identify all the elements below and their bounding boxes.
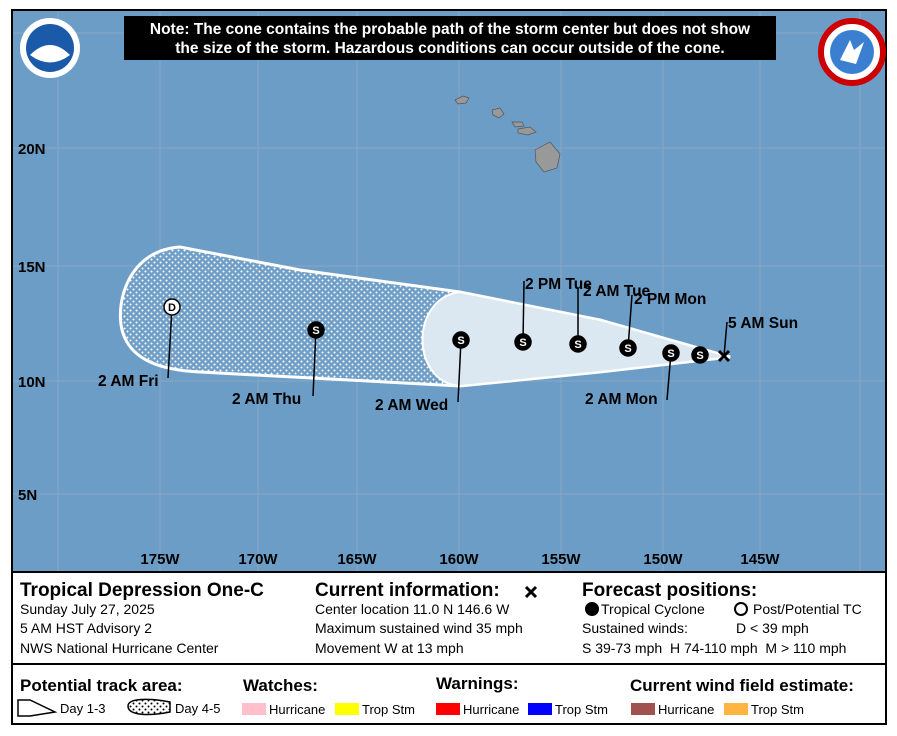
point-label: 2 AM Fri <box>98 373 159 390</box>
note-box <box>124 16 776 60</box>
location: Center location 11.0 N 146.6 W <box>315 601 510 617</box>
position-marker <box>691 346 709 364</box>
winds: Sustained winds: <box>582 620 688 636</box>
current-position <box>717 349 731 363</box>
watch-hurricane: Hurricane <box>269 702 325 717</box>
leader <box>312 329 317 397</box>
lon-label: 145W <box>740 551 780 568</box>
d-scale: D < 39 mph <box>736 620 809 636</box>
position-symbol: S <box>574 339 581 351</box>
center: NWS National Hurricane Center <box>20 640 219 656</box>
track-title: Potential track area: <box>20 676 183 695</box>
warn-hurricane: Hurricane <box>463 702 519 717</box>
movement: Movement W at 13 mph <box>315 640 464 656</box>
position-marker <box>514 333 532 351</box>
leader <box>522 280 525 343</box>
watches: Watches: <box>243 676 318 695</box>
point-label: 2 AM Thu <box>232 391 301 408</box>
position-symbol: S <box>519 337 526 349</box>
wind-ts: Trop Stm <box>751 702 804 717</box>
lon-label: 155W <box>541 551 581 568</box>
storm-name: Tropical Depression One-C <box>20 580 264 601</box>
position-marker <box>163 298 181 316</box>
note: the size of the storm. Hazardous conditi… <box>175 40 724 57</box>
point-label: 2 PM Mon <box>634 291 706 308</box>
lat-label: 20N <box>18 141 46 158</box>
scale: S 39-73 mph H 74-110 mph M > 110 mph <box>582 640 846 656</box>
wind-title: Current wind field estimate: <box>630 676 854 695</box>
day45: Day 4-5 <box>175 701 221 716</box>
forecast-title: Forecast positions: <box>582 580 757 601</box>
lon-label: 170W <box>238 551 278 568</box>
leader <box>627 294 633 349</box>
leader <box>457 339 462 403</box>
date: Sunday July 27, 2025 <box>20 601 155 617</box>
lat-label: 5N <box>18 487 37 504</box>
position-marker <box>307 321 325 339</box>
wind: Maximum sustained wind 35 mph <box>315 620 523 636</box>
post: Post/Potential TC <box>753 601 862 617</box>
position-symbol: S <box>696 350 703 362</box>
point-label: 2 AM Tue <box>583 283 651 300</box>
day13: Day 1-3 <box>60 701 106 716</box>
lon-label: 150W <box>643 551 683 568</box>
lon-labels: 175W 170W 165W 160W 155W 150W 145W <box>140 551 780 568</box>
islands <box>454 95 561 173</box>
lat-labels: 20N 15N 10N 5N <box>18 141 46 504</box>
lon-label: 175W <box>140 551 180 568</box>
position-symbol: S <box>312 325 319 337</box>
map: 5 AM Sun S 2 AM Mon S 2 PM Mon S 2 AM Tue S 2 PM… <box>13 11 886 571</box>
watch-ts: Trop Stm <box>362 702 415 717</box>
info: Tropical Depression One-C Sunday July 27… <box>20 580 862 656</box>
point-label: 2 PM Tue <box>525 276 592 293</box>
noaa-logo <box>20 18 80 78</box>
warnings: Warnings: <box>436 674 518 693</box>
nws-logo <box>818 18 886 86</box>
lat-label: 15N <box>18 259 46 276</box>
position-symbol: D <box>168 302 176 314</box>
position-symbol: S <box>624 343 631 355</box>
lon-label: 165W <box>337 551 377 568</box>
point-label: 2 AM Mon <box>585 391 658 408</box>
position-marker <box>619 339 637 357</box>
legend: Potential track area: Day 1-3 Day 4-5 Wa… <box>17 674 854 717</box>
leader <box>167 306 173 379</box>
track: 5 AM Sun S 2 AM Mon S 2 PM Mon S 2 AM Tue S 2 PM… <box>98 276 798 414</box>
position-marker <box>569 335 587 353</box>
note: Note: The cone contains the probable pat… <box>150 21 751 38</box>
tc: Tropical Cyclone <box>601 601 705 617</box>
point-label: 2 AM Wed <box>375 397 448 414</box>
lon-label: 160W <box>439 551 479 568</box>
leader <box>723 321 728 357</box>
position-marker <box>452 331 470 349</box>
position-symbol: S <box>457 335 464 347</box>
warn-ts: Trop Stm <box>555 702 608 717</box>
point-label: 5 AM Sun <box>728 315 798 332</box>
current-title: Current information: <box>315 580 500 601</box>
wind-hurricane: Hurricane <box>658 702 714 717</box>
lat-label: 10N <box>18 374 46 391</box>
position-symbol: S <box>667 348 674 360</box>
advisory: 5 AM HST Advisory 2 <box>20 620 152 636</box>
position-marker <box>662 344 680 362</box>
